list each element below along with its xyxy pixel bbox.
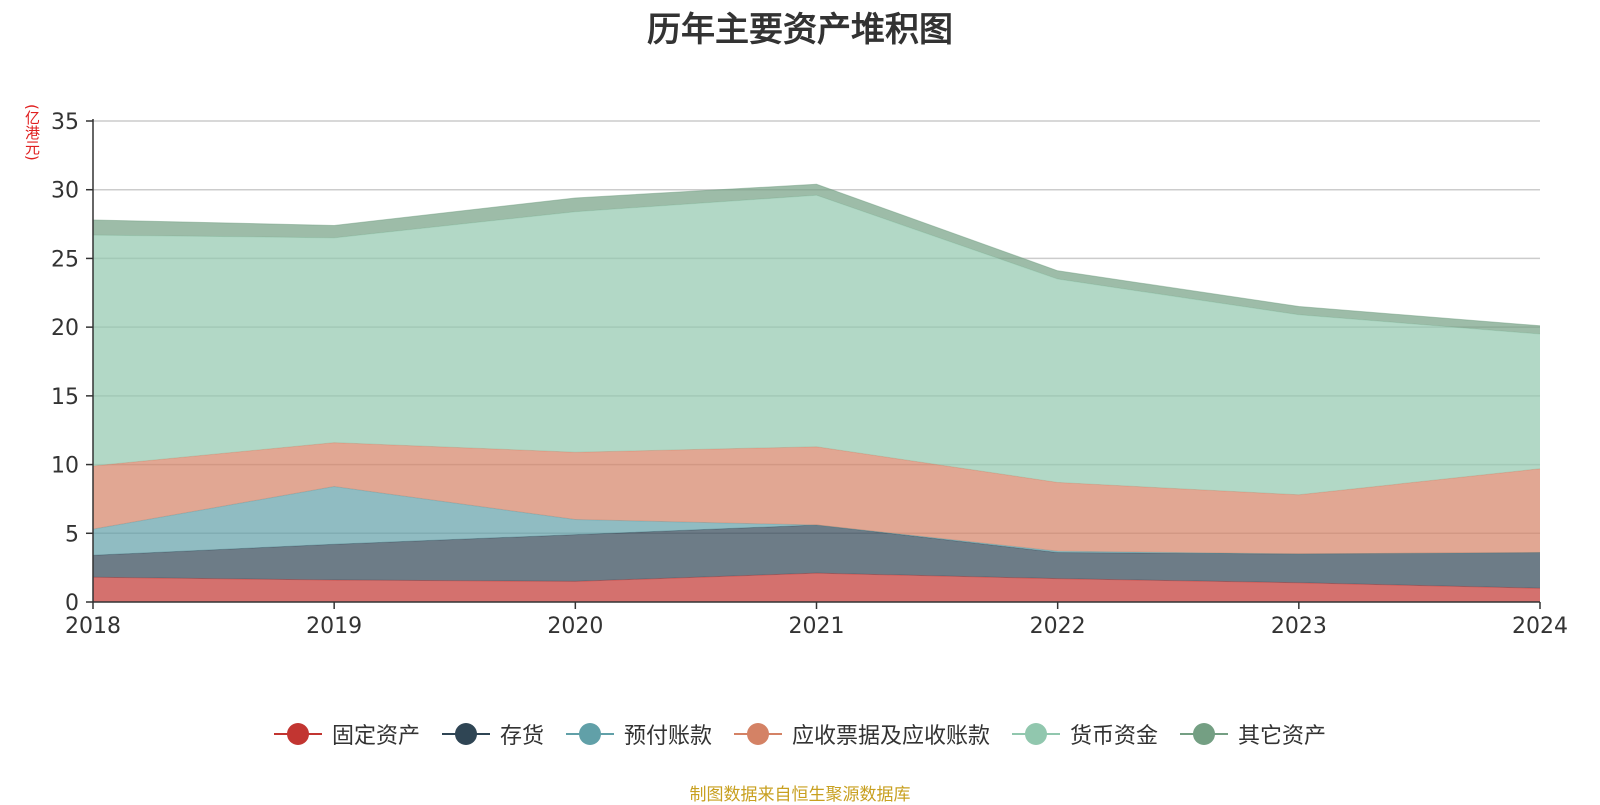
area-series-3 [93, 442, 1540, 554]
legend-label: 应收票据及应收账款 [792, 724, 991, 749]
legend-marker-icon [441, 722, 490, 746]
x-tick-label-2021: 2021 [789, 614, 845, 639]
legend-item-5[interactable]: 其它资产 [1180, 718, 1326, 750]
legend-marker-icon [1012, 722, 1061, 746]
area-series-1 [93, 525, 1540, 589]
chart-title: 历年主要资产堆积图 [647, 10, 953, 50]
x-tick-label-2022: 2022 [1030, 614, 1086, 639]
legend-item-3[interactable]: 应收票据及应收账款 [734, 718, 990, 750]
area-edge-5 [92, 183, 1541, 327]
area-series-0 [93, 573, 1540, 602]
y-tick-label-0: 0 [65, 591, 79, 616]
legend-item-4[interactable]: 货币资金 [1012, 718, 1158, 750]
y-tick-label-15: 15 [51, 385, 79, 410]
area-series-5 [93, 184, 1540, 335]
legend-item-1[interactable]: 存货 [441, 718, 544, 750]
legend-label: 其它资产 [1238, 724, 1327, 749]
legend: 固定资产 存货 预付账款 应收票据及应收账款 货币资金 其它资产 [0, 718, 1600, 750]
legend-label: 货币资金 [1070, 724, 1159, 749]
source-note: 制图数据来自恒生聚源数据库 [689, 785, 911, 805]
y-tick-label-35: 35 [51, 110, 79, 135]
y-tick-label-30: 30 [51, 179, 79, 204]
area-edge-3 [92, 442, 1541, 496]
axes: 0 5 10 15 20 25 30 35 2018 2019 2020 2021 2022 2023 20… [51, 110, 1568, 639]
area-series [92, 183, 1541, 602]
y-tick-label-5: 5 [65, 522, 79, 547]
legend-marker-icon [273, 722, 322, 746]
legend-label: 存货 [499, 724, 544, 749]
legend-label: 固定资产 [331, 724, 420, 749]
y-tick-label-25: 25 [51, 247, 79, 272]
legend-marker-icon [734, 722, 782, 746]
legend-item-0[interactable]: 固定资产 [273, 718, 420, 750]
x-tick-label-2024: 2024 [1512, 614, 1568, 639]
y-tick-label-20: 20 [51, 316, 79, 341]
legend-marker-icon [1180, 722, 1229, 746]
legend-item-2[interactable]: 预付账款 [565, 718, 712, 750]
stacked-area-chart: 0 5 10 15 20 25 30 35 2018 2019 2020 2021 2022 2023 20… [51, 110, 1568, 639]
area-series-2 [93, 486, 1540, 556]
legend-label: 预付账款 [623, 724, 712, 749]
area-series-4 [93, 195, 1540, 495]
y-tick-label-10: 10 [51, 454, 79, 479]
y-axis-unit-label: (亿港元) [23, 104, 41, 161]
x-tick-label-2018: 2018 [65, 614, 121, 639]
legend-marker-icon [565, 722, 614, 746]
x-tick-label-2019: 2019 [306, 614, 362, 639]
x-tick-label-2023: 2023 [1271, 614, 1327, 639]
x-tick-label-2020: 2020 [547, 614, 603, 639]
